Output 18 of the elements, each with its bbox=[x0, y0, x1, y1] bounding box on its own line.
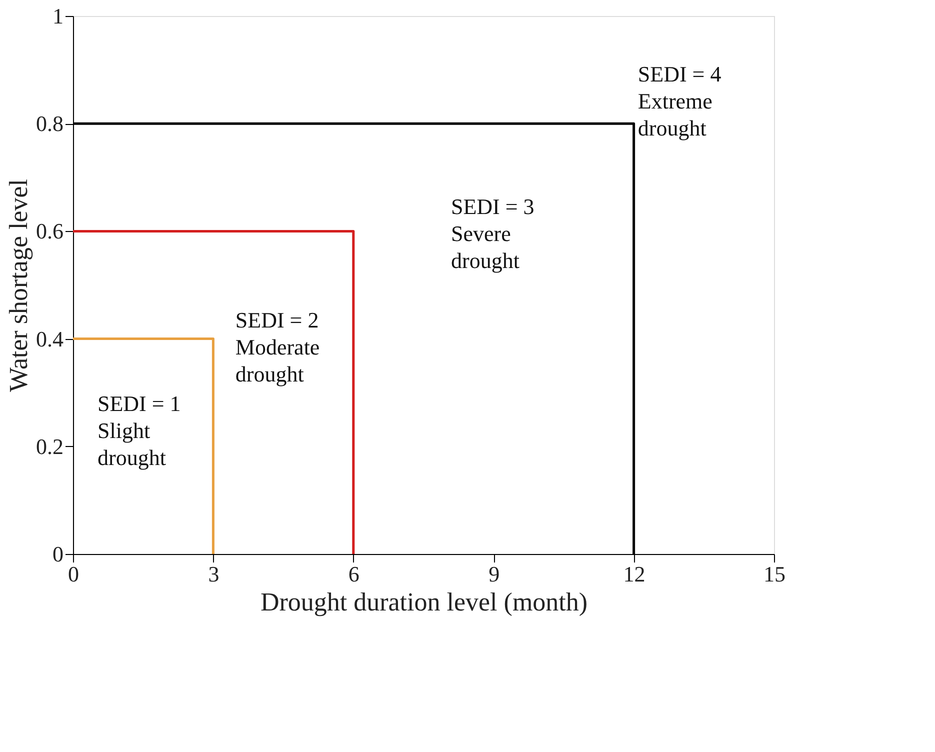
x-tick-label: 0 bbox=[68, 562, 79, 586]
y-tick-label: 0.4 bbox=[36, 326, 64, 352]
annotation: SEDI = 3 Severe drought bbox=[451, 194, 534, 273]
y-tick-label: 1 bbox=[52, 4, 64, 28]
y-tick-label: 0.2 bbox=[36, 434, 64, 459]
x-tick-label: 9 bbox=[488, 562, 500, 586]
x-axis-title: Drought duration level (month) bbox=[260, 588, 588, 616]
y-axis-title: Water shortage level bbox=[4, 178, 33, 392]
annotation: SEDI = 4 Extreme drought bbox=[638, 62, 722, 141]
x-tick-label: 15 bbox=[764, 562, 786, 586]
x-tick-label: 3 bbox=[208, 562, 220, 586]
x-tick-label: 6 bbox=[348, 562, 360, 586]
y-tick-label: 0.8 bbox=[36, 111, 64, 136]
y-tick-label: 0.6 bbox=[36, 218, 64, 244]
annotation: SEDI = 1 Slight drought bbox=[98, 391, 181, 470]
y-tick-label: 0 bbox=[52, 542, 64, 566]
annotation: SEDI = 2 Moderate drought bbox=[235, 307, 320, 386]
x-tick-label: 12 bbox=[623, 562, 646, 586]
